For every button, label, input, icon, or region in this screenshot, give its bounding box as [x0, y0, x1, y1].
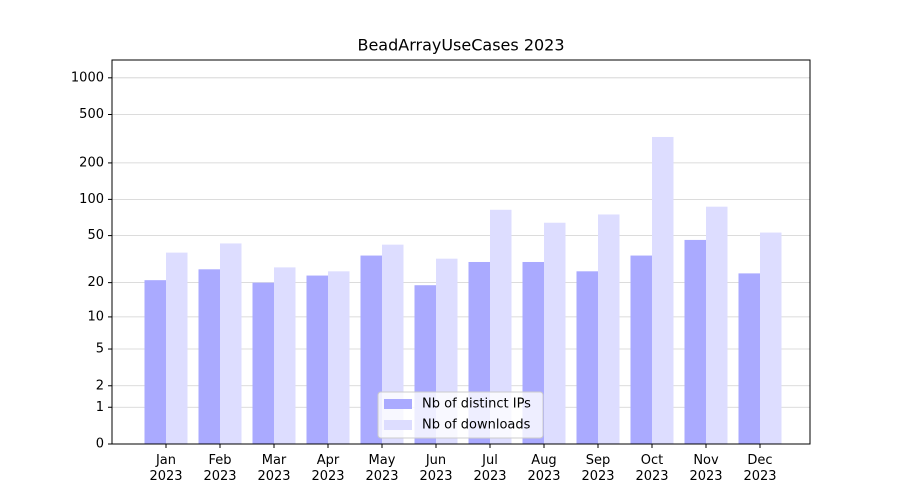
x-tick-label: Dec 2023 — [743, 453, 777, 484]
x-tick-label: Feb 2023 — [203, 453, 237, 484]
x-tick-label: Aug 2023 — [527, 453, 561, 484]
bar — [252, 282, 274, 444]
y-tick-label: 0 — [96, 437, 104, 452]
y-tick-label: 5 — [96, 342, 104, 357]
bar — [760, 232, 782, 444]
chart-title: BeadArrayUseCases 2023 — [357, 36, 564, 55]
x-tick-label: Oct 2023 — [635, 453, 669, 484]
bar — [144, 280, 166, 444]
bar — [306, 275, 328, 444]
bar — [576, 271, 598, 444]
y-tick-label: 2 — [96, 378, 104, 393]
bar — [684, 239, 706, 444]
x-tick-label: Apr 2023 — [311, 453, 345, 484]
bar — [630, 255, 652, 444]
bar — [652, 136, 674, 444]
bar — [328, 271, 350, 444]
bar — [198, 269, 220, 444]
bar — [360, 255, 382, 444]
y-tick-label: 100 — [79, 192, 104, 207]
bar — [598, 214, 620, 444]
x-tick-label: Jul 2023 — [473, 453, 507, 484]
y-tick-label: 10 — [87, 309, 104, 324]
plot-frame — [111, 59, 811, 445]
y-tick-label: 1000 — [71, 70, 104, 85]
x-tick-label: Jan 2023 — [149, 453, 183, 484]
legend: Nb of distinct IPs Nb of downloads — [377, 391, 544, 439]
y-tick-label: 200 — [79, 155, 104, 170]
legend-label: Nb of distinct IPs — [422, 397, 531, 412]
legend-box — [377, 391, 544, 439]
legend-swatch — [384, 420, 412, 430]
bar — [706, 206, 728, 444]
bar — [544, 222, 566, 444]
x-tick-label: Mar 2023 — [257, 453, 291, 484]
bar — [220, 243, 242, 444]
x-tick-label: Jun 2023 — [419, 453, 453, 484]
y-tick-label: 1 — [96, 400, 104, 415]
legend-swatch — [384, 399, 412, 409]
bar — [738, 273, 760, 444]
bar — [274, 267, 296, 444]
y-tick-label: 500 — [79, 107, 104, 122]
legend-label: Nb of downloads — [422, 418, 531, 433]
y-tick-label: 20 — [87, 275, 104, 290]
x-tick-label: Nov 2023 — [689, 453, 723, 484]
bar — [166, 252, 188, 444]
y-tick-label: 50 — [87, 228, 104, 243]
x-tick-label: May 2023 — [365, 453, 399, 484]
x-tick-label: Sep 2023 — [581, 453, 615, 484]
bar — [490, 209, 512, 444]
